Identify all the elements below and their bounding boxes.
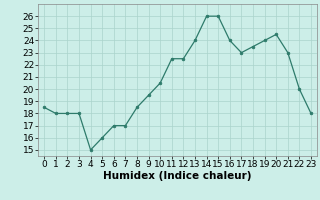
X-axis label: Humidex (Indice chaleur): Humidex (Indice chaleur): [103, 171, 252, 181]
